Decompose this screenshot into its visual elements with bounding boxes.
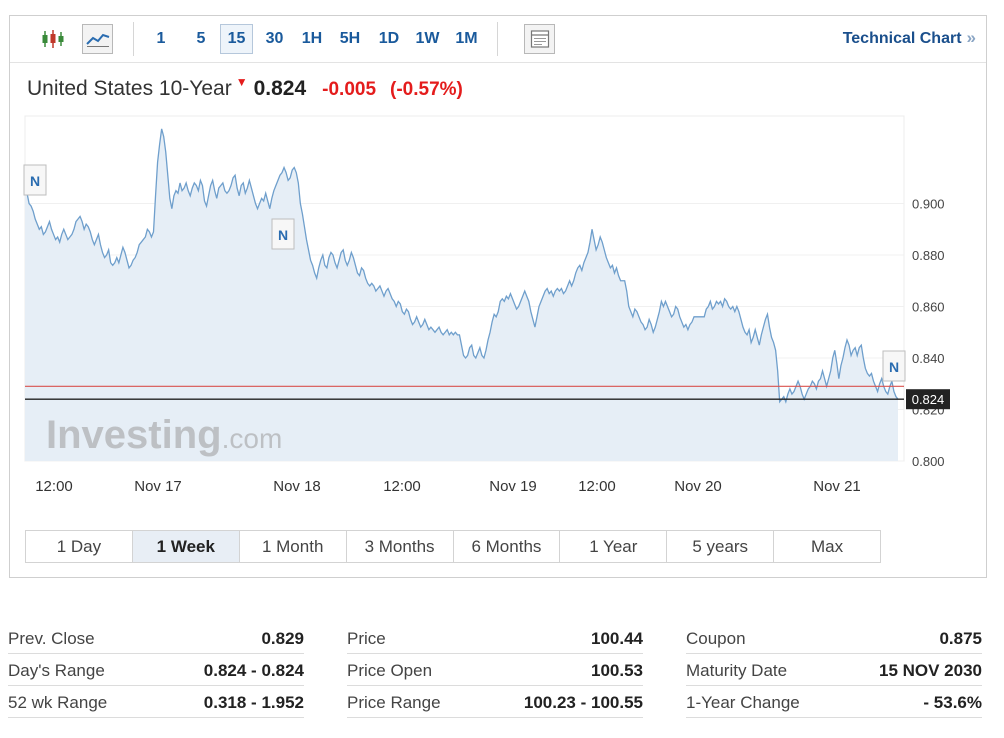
x-tick-label: 12:00 [383,478,421,495]
stat-label: 1-Year Change [686,692,800,712]
stat-row: 52 wk Range 0.318 - 1.952 [8,686,304,718]
x-tick-label: Nov 21 [813,478,861,495]
stats-table: Prev. Close 0.829 Day's Range 0.824 - 0.824… [8,622,983,722]
stat-value: 0.824 - 0.824 [203,660,304,680]
news-marker[interactable]: N [271,218,295,250]
stat-label: Day's Range [8,660,105,680]
x-tick-label: Nov 20 [674,478,722,495]
range-button-1-week[interactable]: 1 Week [132,531,240,562]
stat-row: Price Range 100.23 - 100.55 [347,686,643,718]
interval-button-1h[interactable]: 1H [301,30,323,47]
stat-label: Price [347,628,386,648]
x-tick-label: Nov 18 [273,478,321,495]
range-button-1-day[interactable]: 1 Day [26,531,133,562]
x-tick-label: Nov 19 [489,478,537,495]
news-marker[interactable]: N [882,350,906,382]
instrument-header: United States 10-Year ▼ 0.824 -0.005 (-0… [27,75,463,101]
price-change-percent: (-0.57%) [390,79,463,100]
stat-label: Prev. Close [8,628,95,648]
interval-button-1d[interactable]: 1D [378,30,400,47]
stats-column: Price 100.44 Price Open 100.53 Price Range 10… [347,622,643,718]
last-price: 0.824 [253,77,307,100]
stat-value: 100.53 [591,660,643,680]
down-arrow-icon: ▼ [235,75,248,89]
interval-button-15[interactable]: 15 [220,24,253,54]
chevron-right-icon: » [966,28,976,47]
stat-row: Maturity Date 15 NOV 2030 [686,654,982,686]
current-price-tag [906,389,950,410]
chart-toolbar: 1 5 15 30 1H 5H 1D 1W 1M Technical Chart» [10,16,986,63]
technical-chart-label: Technical Chart [842,30,962,47]
range-button-1-month[interactable]: 1 Month [240,531,347,562]
x-tick-label: 12:00 [578,478,616,495]
stat-label: Coupon [686,628,746,648]
stat-value: 15 NOV 2030 [878,660,982,680]
stats-column: Coupon 0.875 Maturity Date 15 NOV 2030 1-Yea… [686,622,982,718]
range-button-3-months[interactable]: 3 Months [347,531,454,562]
interval-button-5[interactable]: 5 [196,30,206,47]
range-button-1-year[interactable]: 1 Year [560,531,668,562]
technical-chart-link[interactable]: Technical Chart» [843,28,976,48]
y-tick-label: 0.860 [912,300,945,315]
panel-icon[interactable] [524,24,555,54]
stat-value: 100.44 [591,628,643,648]
stat-row: Day's Range 0.824 - 0.824 [8,654,304,686]
x-tick-label: Nov 17 [134,478,182,495]
news-marker-box [882,350,906,382]
news-marker-label: N [30,173,40,189]
price-area [25,128,898,461]
candlestick-icon[interactable] [37,24,68,54]
toolbar-separator [497,22,498,56]
stat-value: - 53.6% [923,692,982,712]
stats-column: Prev. Close 0.829 Day's Range 0.824 - 0.824… [8,622,304,718]
interval-button-30[interactable]: 30 [265,30,284,47]
y-tick-label: 0.800 [912,454,945,469]
news-marker-label: N [278,227,288,243]
news-marker-box [23,164,47,196]
stat-value: 100.23 - 100.55 [523,692,643,712]
news-marker-box [271,218,295,250]
stat-label: Price Range [347,692,441,712]
instrument-name: United States 10-Year [27,77,232,100]
stat-row: Prev. Close 0.829 [8,622,304,654]
interval-button-1[interactable]: 1 [156,30,166,47]
interval-button-5h[interactable]: 5H [339,30,361,47]
chart-panel: 1 5 15 30 1H 5H 1D 1W 1M Technical Chart» United… [9,15,987,578]
investing-watermark: Investing.com [46,413,282,457]
news-marker-label: N [889,359,899,375]
stat-row: 1-Year Change - 53.6% [686,686,982,718]
news-marker[interactable]: N [23,164,47,196]
y-tick-label: 0.840 [912,351,945,366]
y-tick-label: 0.880 [912,248,945,263]
interval-button-1m[interactable]: 1M [455,30,478,47]
x-tick-label: 12:00 [35,478,73,495]
price-line [24,128,899,404]
current-price-label: 0.824 [912,392,945,407]
stat-label: Price Open [347,660,433,680]
stat-label: 52 wk Range [8,692,108,712]
stat-row: Price Open 100.53 [347,654,643,686]
interval-button-1w[interactable]: 1W [415,30,440,47]
stat-row: Coupon 0.875 [686,622,982,654]
price-chart[interactable]: Investing.com0.9000.8800.8600.8400.8200.… [10,16,986,528]
y-tick-label: 0.900 [912,197,945,212]
range-button-6-months[interactable]: 6 Months [454,531,561,562]
area-chart-icon[interactable] [82,24,113,54]
range-button-5-years[interactable]: 5 years [667,531,775,562]
stat-label: Maturity Date [686,660,788,680]
stat-value: 0.875 [939,628,982,648]
stat-value: 0.829 [261,628,304,648]
range-selector: 1 Day 1 Week 1 Month 3 Months 6 Months 1 Year… [25,530,881,563]
price-change: -0.005 [322,79,377,100]
range-button-max[interactable]: Max [811,536,844,556]
stat-value: 0.318 - 1.952 [203,692,304,712]
toolbar-separator [133,22,134,56]
stat-row: Price 100.44 [347,622,643,654]
